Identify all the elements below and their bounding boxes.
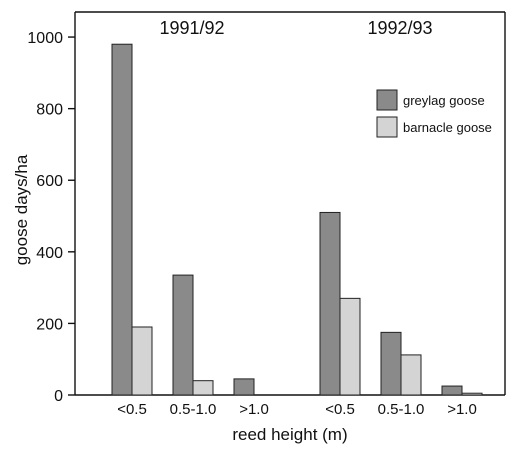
y-tick-label: 1000 — [27, 30, 63, 47]
greylag-goose-bar — [111, 43, 133, 396]
barnacle-goose-bar — [339, 297, 361, 396]
greylag-goose-bar — [233, 378, 255, 396]
y-tick-label: 400 — [36, 245, 63, 262]
barnacle-goose-bar — [192, 380, 214, 396]
legend: greylag goose barnacle goose — [376, 89, 492, 138]
x-axis-label: reed height (m) — [232, 425, 347, 444]
barnacle-goose-bar — [131, 326, 153, 396]
x-tick-label: <0.5 — [117, 401, 147, 418]
greylag-goose-bar — [380, 331, 402, 396]
greylag-goose-bar — [172, 274, 194, 396]
y-ticks: 0 200 400 600 800 1000 — [27, 30, 75, 405]
y-tick-label: 800 — [36, 102, 63, 119]
group-label: 1992/93 — [367, 18, 432, 38]
barnacle-goose-bar — [400, 354, 422, 396]
group-label: 1991/92 — [159, 18, 224, 38]
x-tick-label: 0.5-1.0 — [170, 401, 217, 418]
y-tick-label: 200 — [36, 316, 63, 333]
x-tick-label: <0.5 — [325, 401, 355, 418]
legend-label: barnacle goose — [403, 120, 492, 135]
x-tick-label: 0.5-1.0 — [378, 401, 425, 418]
x-tick-label: >1.0 — [447, 401, 477, 418]
y-tick-label: 600 — [36, 173, 63, 190]
y-tick-label: 0 — [54, 388, 63, 405]
legend-label: greylag goose — [403, 93, 485, 108]
x-tick-labels: <0.5 0.5-1.0 >1.0 <0.5 0.5-1.0 >1.0 — [117, 401, 477, 418]
legend-swatch-greylag — [376, 89, 398, 111]
greylag-goose-bar — [441, 385, 463, 396]
bars — [111, 43, 483, 396]
y-axis-label: goose days/ha — [12, 154, 31, 265]
barnacle-goose-bar — [461, 392, 483, 396]
x-tick-label: >1.0 — [239, 401, 269, 418]
legend-swatch-barnacle — [376, 116, 398, 138]
group-labels: 1991/92 1992/93 — [159, 18, 432, 38]
greylag-goose-bar — [319, 211, 341, 396]
